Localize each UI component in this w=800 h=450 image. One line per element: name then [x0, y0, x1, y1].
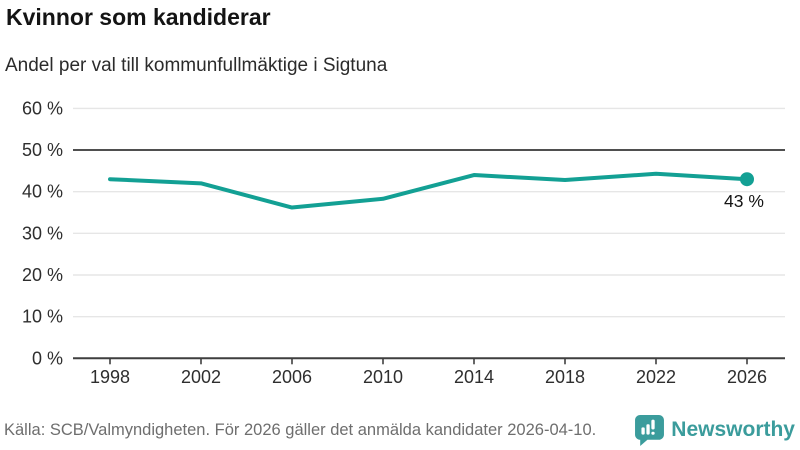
x-tick-label: 2018: [545, 367, 585, 387]
y-tick-label: 60 %: [22, 98, 63, 118]
x-tick-label: 2022: [636, 367, 676, 387]
data-line: [108, 171, 749, 210]
newsworthy-logo-icon: [635, 414, 665, 446]
newsworthy-brand-link[interactable]: Newsworthy: [635, 414, 795, 446]
line-chart: 0 % 10 % 20 % 30 % 40 % 50 % 60 % 1998 2002 2006 2…: [22, 98, 785, 387]
x-tick-label: 2002: [181, 367, 221, 387]
x-tick-label: 2026: [727, 367, 767, 387]
footer: Källa: SCB/Valmyndigheten. För 2026 gäll…: [4, 413, 795, 447]
y-tick-label: 30 %: [22, 223, 63, 243]
source-note: Källa: SCB/Valmyndigheten. För 2026 gäll…: [4, 420, 597, 439]
y-tick-label: 40 %: [22, 182, 63, 202]
chart-subtitle: Andel per val till kommunfullmäktige i S…: [5, 55, 388, 76]
y-tick-label: 10 %: [22, 307, 63, 327]
page-title: Kvinnor som kandiderar: [6, 4, 271, 30]
y-tick-label: 50 %: [22, 140, 63, 160]
end-point-label: 43 %: [724, 191, 764, 211]
x-tick-label: 2010: [363, 367, 403, 387]
newsworthy-brand-label: Newsworthy: [671, 418, 795, 441]
y-tick-label: 20 %: [22, 265, 63, 285]
x-tick-label: 2006: [272, 367, 312, 387]
x-tick-label: 2014: [454, 367, 494, 387]
y-tick-label: 0 %: [32, 348, 63, 368]
end-point-marker: [740, 172, 754, 187]
x-tick-label: 1998: [90, 367, 130, 387]
